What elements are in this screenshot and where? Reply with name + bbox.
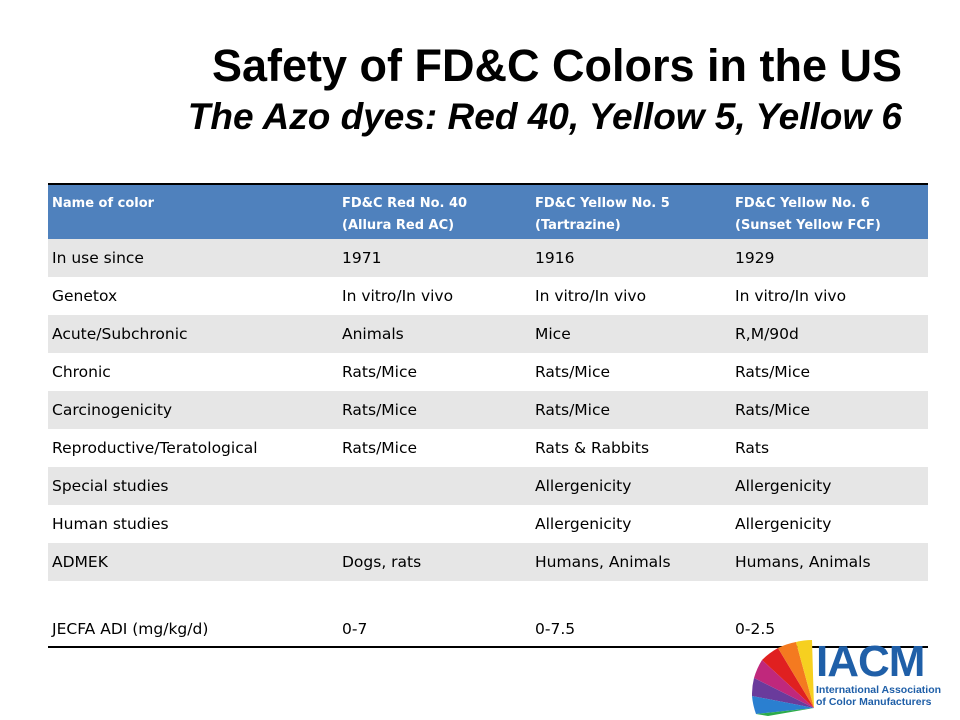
table-row: In use since 1971 1916 1929 <box>48 239 928 277</box>
header-name-of-color: Name of color <box>48 183 338 239</box>
table-cell: Humans, Animals <box>731 543 928 581</box>
header-line: FD&C Red No. 40 <box>342 196 468 211</box>
table-cell: Allergenicity <box>535 515 632 533</box>
table-row: Acute/Subchronic Animals Mice R,M/90d <box>48 315 928 353</box>
safety-table: Name of color FD&C Red No. 40 (Allura Re… <box>48 183 928 648</box>
table-cell: Rats/Mice <box>531 391 731 429</box>
row-label: Human studies <box>52 515 169 533</box>
table-cell: Animals <box>338 315 531 353</box>
table-cell: In vitro/In vivo <box>342 287 454 305</box>
table-cell: Humans, Animals <box>531 543 731 581</box>
header-yellow-5: FD&C Yellow No. 5 (Tartrazine) <box>531 183 731 239</box>
table-cell: 0-2.5 <box>731 581 928 648</box>
slide-title: Safety of FD&C Colors in the US <box>211 40 902 91</box>
header-line: (Sunset Yellow FCF) <box>735 218 881 233</box>
header-red-40: FD&C Red No. 40 (Allura Red AC) <box>338 183 531 239</box>
title-block: Safety of FD&C Colors in the US The Azo … <box>188 38 902 140</box>
header-line: (Tartrazine) <box>535 218 621 233</box>
table-cell: Rats/Mice <box>342 439 418 457</box>
logo-line-2: of Color Manufacturers <box>816 696 932 708</box>
table-header-row: Name of color FD&C Red No. 40 (Allura Re… <box>48 183 928 239</box>
table-cell: Rats/Mice <box>735 363 811 381</box>
header-line: Name of color <box>52 196 155 211</box>
table-cell: 1916 <box>531 239 731 277</box>
row-label: Reproductive/Teratological <box>52 439 258 457</box>
table-cell: R,M/90d <box>731 315 928 353</box>
table-cell: Mice <box>531 315 731 353</box>
table-cell: Rats <box>735 439 770 457</box>
table-cell: Rats & Rabbits <box>535 439 650 457</box>
table-cell: Rats/Mice <box>535 363 611 381</box>
header-yellow-6: FD&C Yellow No. 6 (Sunset Yellow FCF) <box>731 183 928 239</box>
row-label: ADMEK <box>48 543 338 581</box>
table-row: Chronic Rats/Mice Rats/Mice Rats/Mice <box>48 353 928 391</box>
row-label: In use since <box>48 239 338 277</box>
table-row: Carcinogenicity Rats/Mice Rats/Mice Rats… <box>48 391 928 429</box>
table-row: Reproductive/Teratological Rats/Mice Rat… <box>48 429 928 467</box>
row-label: Carcinogenicity <box>48 391 338 429</box>
table-row: JECFA ADI (mg/kg/d) 0-7 0-7.5 0-2.5 <box>48 581 928 648</box>
table-row: Genetox In vitro/In vivo In vitro/In viv… <box>48 277 928 315</box>
table-cell <box>338 505 531 543</box>
row-label: Special studies <box>48 467 338 505</box>
row-label: JECFA ADI (mg/kg/d) <box>48 581 338 648</box>
row-label: Genetox <box>52 287 118 305</box>
table-cell: Allergenicity <box>731 467 928 505</box>
slide-subtitle: The Azo dyes: Red 40, Yellow 5, Yellow 6 <box>187 96 902 137</box>
table-cell: Rats/Mice <box>342 363 418 381</box>
table-row: Special studies Allergenicity Allergenic… <box>48 467 928 505</box>
table-cell: 1929 <box>731 239 928 277</box>
header-line: (Allura Red AC) <box>342 218 455 233</box>
table-cell: Allergenicity <box>735 515 832 533</box>
row-label: Acute/Subchronic <box>48 315 338 353</box>
logo-line-1: International Association <box>816 684 942 696</box>
table-row: Human studies Allergenicity Allergenicit… <box>48 505 928 543</box>
table-cell: Dogs, rats <box>338 543 531 581</box>
header-line: FD&C Yellow No. 5 <box>535 196 670 211</box>
table-cell <box>338 467 531 505</box>
table-cell: Rats/Mice <box>338 391 531 429</box>
logo-wordmark: IACM <box>816 637 925 686</box>
table-cell: In vitro/In vivo <box>735 287 847 305</box>
table-cell: 0-7.5 <box>531 581 731 648</box>
header-line: FD&C Yellow No. 6 <box>735 196 870 211</box>
rainbow-fan-icon <box>752 640 814 716</box>
table-cell: 1971 <box>338 239 531 277</box>
iacm-logo: IACM International Association of Color … <box>752 638 944 716</box>
table-cell: Allergenicity <box>531 467 731 505</box>
table-cell: 0-7 <box>338 581 531 648</box>
table-row: ADMEK Dogs, rats Humans, Animals Humans,… <box>48 543 928 581</box>
row-label: Chronic <box>52 363 111 381</box>
table-cell: In vitro/In vivo <box>535 287 647 305</box>
table-cell: Rats/Mice <box>731 391 928 429</box>
